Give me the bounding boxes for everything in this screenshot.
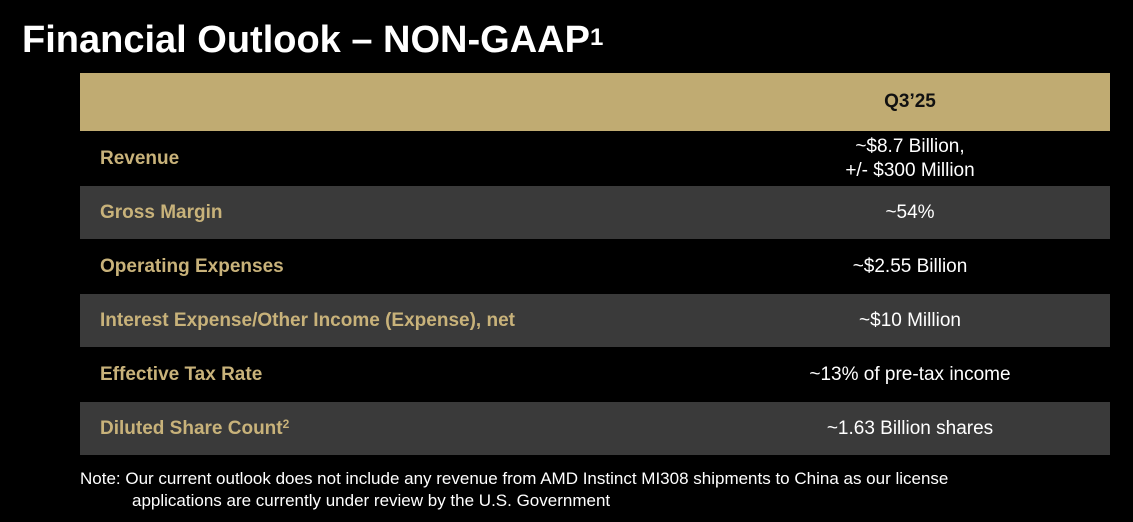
title-text: Financial Outlook – NON-GAAP — [22, 19, 590, 61]
row-value-line: ~$10 Million — [859, 309, 961, 331]
row-label-text: Effective Tax Rate — [100, 363, 263, 385]
row-label-text: Interest Expense/Other Income (Expense),… — [100, 309, 515, 331]
row-value: ~$8.7 Billion, +/- $300 Million — [710, 135, 1110, 183]
row-label-text: Gross Margin — [100, 201, 223, 223]
row-value: ~1.63 Billion shares — [710, 417, 1110, 441]
table-row: Interest Expense/Other Income (Expense),… — [80, 293, 1110, 347]
note-line-2: applications are currently under review … — [132, 491, 611, 510]
column-header-q3-25: Q3’25 — [884, 91, 936, 112]
row-label-text: Diluted Share Count — [100, 417, 283, 439]
note-line-1: Note: Our current outlook does not inclu… — [80, 469, 949, 488]
row-value-line: ~$8.7 Billion, — [855, 135, 965, 157]
row-value-line: ~54% — [885, 201, 935, 223]
title-footnote-marker: 1 — [589, 24, 604, 51]
outlook-table: Q3’25 Revenue ~$8.7 Billion, +/- $300 Mill… — [80, 73, 1110, 455]
row-label: Gross Margin — [80, 202, 710, 224]
page-title: Financial Outlook – NON-GAAP1 — [22, 14, 603, 66]
row-label-text: Revenue — [100, 147, 180, 169]
row-label: Diluted Share Count2 — [80, 416, 710, 440]
table-row: Operating Expenses ~$2.55 Billion — [80, 239, 1110, 293]
row-label: Operating Expenses — [80, 256, 710, 278]
row-label: Effective Tax Rate — [80, 364, 710, 386]
table-row: Gross Margin ~54% — [80, 185, 1110, 239]
row-label: Interest Expense/Other Income (Expense),… — [80, 310, 710, 332]
row-value: ~54% — [710, 201, 1110, 225]
row-label-text: Operating Expenses — [100, 255, 284, 277]
row-value-line: ~$2.55 Billion — [852, 255, 968, 277]
row-value-line: ~13% of pre-tax income — [809, 363, 1011, 385]
row-value: ~13% of pre-tax income — [710, 363, 1110, 387]
row-value: ~$2.55 Billion — [710, 255, 1110, 279]
row-label-footnote-marker: 2 — [282, 416, 290, 431]
table-row: Effective Tax Rate ~13% of pre-tax income — [80, 347, 1110, 401]
table-header-row: Q3’25 — [80, 73, 1110, 131]
row-label: Revenue — [80, 148, 710, 170]
row-value: ~$10 Million — [710, 309, 1110, 333]
footnote-note: Note: Our current outlook does not inclu… — [80, 468, 1120, 512]
table-row: Diluted Share Count2 ~1.63 Billion shares — [80, 401, 1110, 455]
table-body: Revenue ~$8.7 Billion, +/- $300 Million Gro… — [80, 131, 1110, 455]
row-value-line: ~1.63 Billion shares — [826, 417, 994, 439]
table-row: Revenue ~$8.7 Billion, +/- $300 Million — [80, 131, 1110, 185]
row-value-line: +/- $300 Million — [845, 159, 975, 181]
